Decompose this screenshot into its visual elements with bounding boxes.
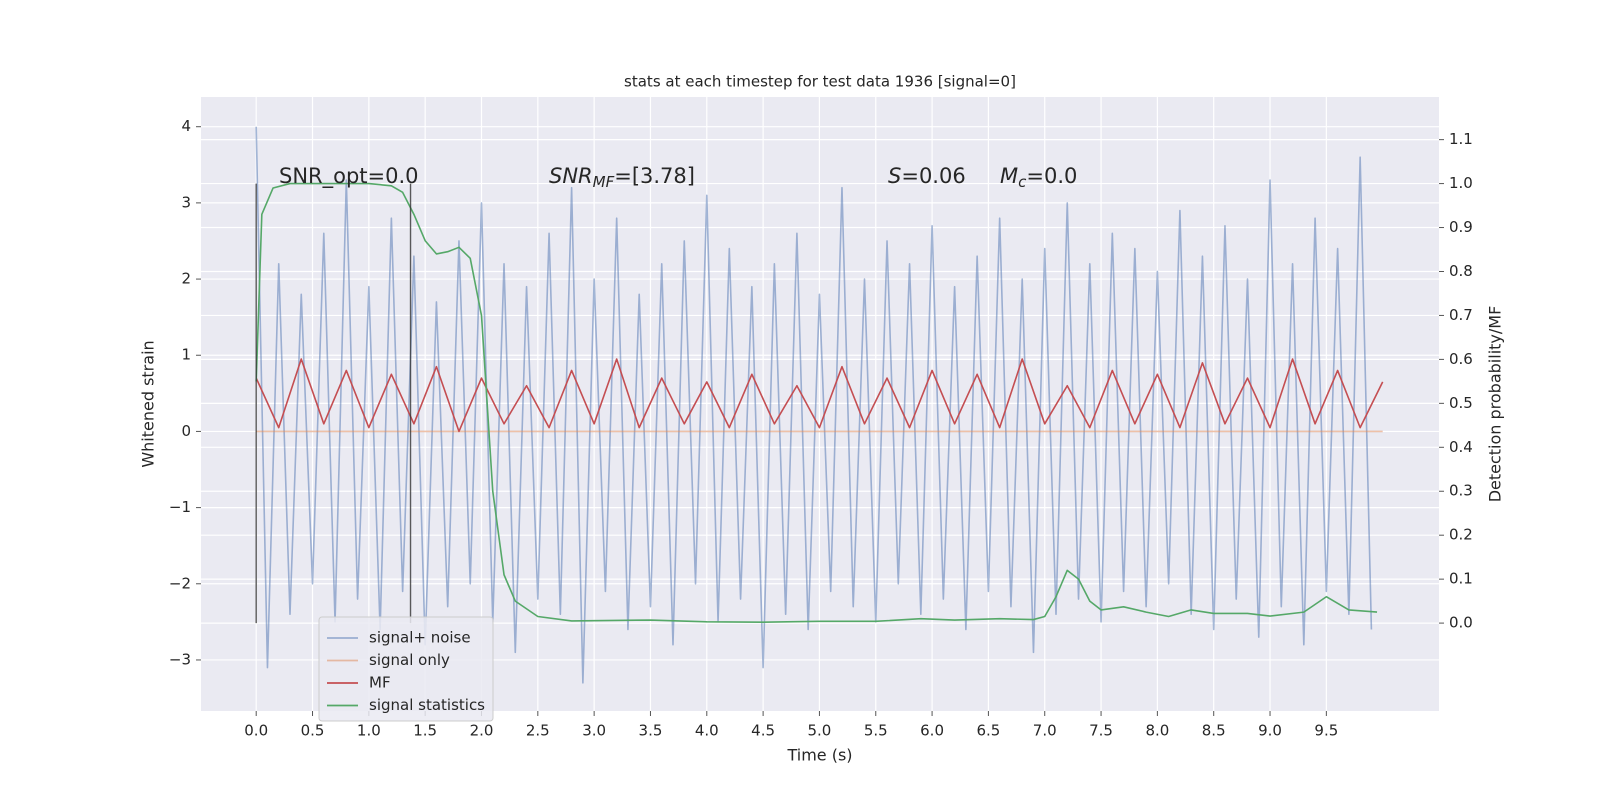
x-tick-label: 3.0 bbox=[582, 722, 606, 740]
y-axis-label: Whitened strain bbox=[139, 340, 158, 467]
x-tick-label: 6.5 bbox=[976, 722, 1000, 740]
x-tick-label: 9.5 bbox=[1314, 722, 1338, 740]
y-tick-label: −3 bbox=[169, 650, 191, 668]
x-axis-label: Time (s) bbox=[786, 746, 852, 765]
x-tick-label: 0.0 bbox=[244, 722, 268, 740]
y2-tick-label: 0.8 bbox=[1449, 262, 1473, 280]
x-tick-label: 7.0 bbox=[1033, 722, 1057, 740]
y2-tick-label: 1.1 bbox=[1449, 130, 1473, 148]
y2-tick-label: 1.0 bbox=[1449, 174, 1473, 192]
x-tick-label: 9.0 bbox=[1258, 722, 1282, 740]
annotation-value: =0.06 bbox=[901, 164, 965, 188]
x-tick-label: 0.5 bbox=[301, 722, 325, 740]
annotation-symbol: SNR bbox=[549, 164, 593, 188]
y-tick-label: 4 bbox=[181, 117, 191, 135]
x-tick-label: 1.5 bbox=[413, 722, 437, 740]
annotation-value: =[3.78] bbox=[614, 164, 695, 188]
x-tick-label: 8.5 bbox=[1202, 722, 1226, 740]
y2-tick-label: 0.9 bbox=[1449, 218, 1473, 236]
x-tick-label: 4.5 bbox=[751, 722, 775, 740]
x-tick-label: 7.5 bbox=[1089, 722, 1113, 740]
y2-tick-label: 0.5 bbox=[1449, 394, 1473, 412]
legend-label: MF bbox=[369, 674, 391, 692]
annotation-subscript: MF bbox=[593, 173, 615, 191]
chart-title: stats at each timestep for test data 193… bbox=[624, 73, 1016, 91]
y2-tick-label: 0.2 bbox=[1449, 526, 1473, 544]
x-tick-label: 2.5 bbox=[526, 722, 550, 740]
annotation-subscript: c bbox=[1018, 173, 1027, 191]
y2-tick-label: 0.7 bbox=[1449, 306, 1473, 324]
y2-tick-label: 0.1 bbox=[1449, 570, 1473, 588]
annotation-symbol: M bbox=[1000, 164, 1018, 188]
annotation-value: =0.0 bbox=[1026, 164, 1077, 188]
y2-axis-label: Detection probability/MF bbox=[1486, 306, 1505, 503]
series-line bbox=[255, 358, 1384, 433]
annotation: SNR_opt=0.0 bbox=[279, 164, 419, 189]
annotation: Mc=0.0 bbox=[1000, 164, 1077, 191]
annotation: SNRMF=[3.78] bbox=[549, 164, 695, 191]
y-tick-label: 3 bbox=[181, 193, 191, 211]
legend-label: signal only bbox=[369, 651, 450, 669]
y-tick-label: 0 bbox=[181, 422, 191, 440]
x-tick-label: 1.0 bbox=[357, 722, 381, 740]
legend-label: signal+ noise bbox=[369, 629, 471, 647]
legend: signal+ noise signal only MF signal statist… bbox=[318, 616, 494, 722]
legend-label: signal statistics bbox=[369, 696, 485, 714]
y2-tick-label: 0.6 bbox=[1449, 350, 1473, 368]
x-tick-label: 5.5 bbox=[864, 722, 888, 740]
x-tick-label: 3.5 bbox=[639, 722, 663, 740]
y-tick-label: −2 bbox=[169, 574, 191, 592]
x-tick-label: 5.0 bbox=[808, 722, 832, 740]
legend-box bbox=[318, 616, 494, 722]
y-tick-label: −1 bbox=[169, 498, 191, 516]
x-tick-label: 4.0 bbox=[695, 722, 719, 740]
x-tick-label: 8.0 bbox=[1145, 722, 1169, 740]
y-tick-label: 2 bbox=[181, 270, 191, 288]
y-tick-label: 1 bbox=[181, 346, 191, 364]
x-tick-label: 6.0 bbox=[920, 722, 944, 740]
y2-tick-label: 0.0 bbox=[1449, 614, 1473, 632]
y2-tick-label: 0.3 bbox=[1449, 482, 1473, 500]
x-tick-label: 2.0 bbox=[470, 722, 494, 740]
annotation-symbol: S bbox=[888, 164, 901, 188]
annotation: S=0.06 bbox=[888, 164, 966, 188]
y2-tick-label: 0.4 bbox=[1449, 438, 1473, 456]
